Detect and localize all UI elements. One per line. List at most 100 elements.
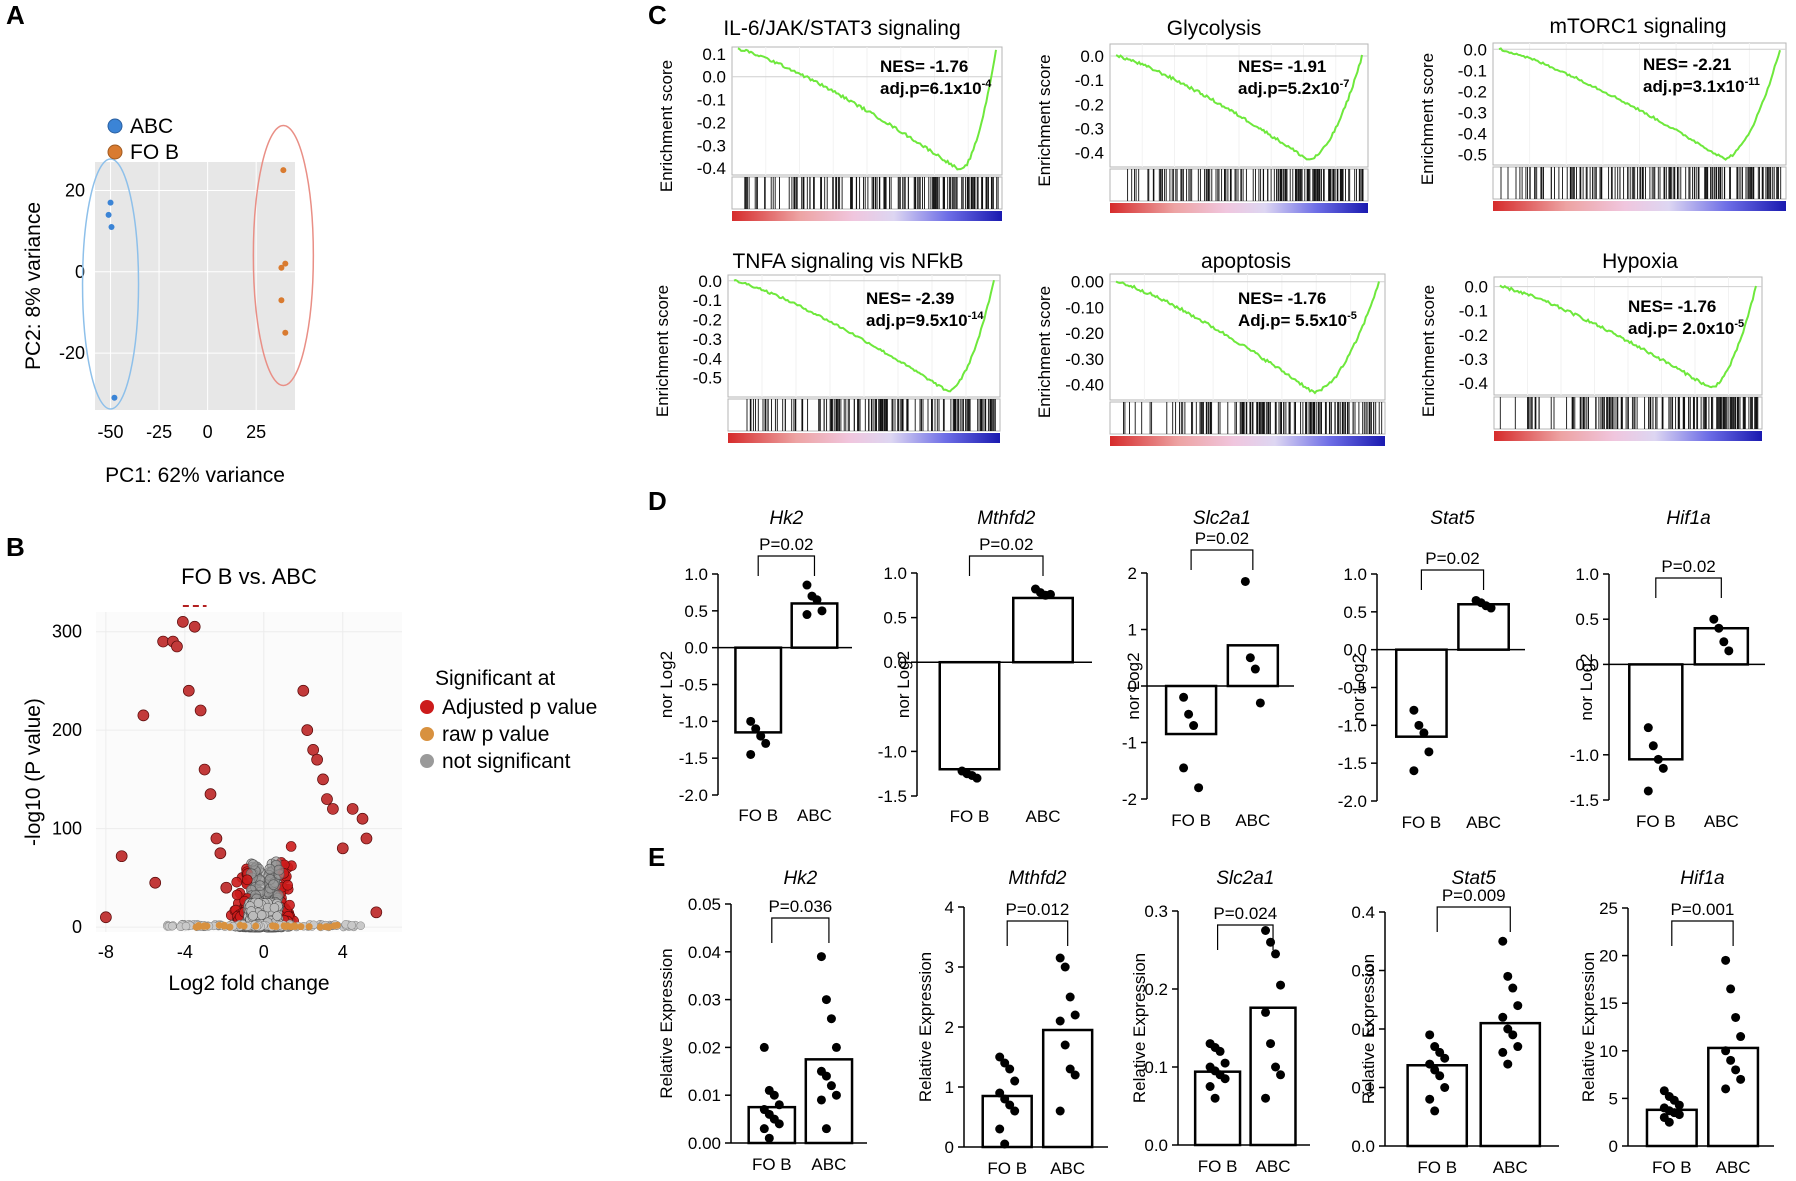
rnaseq-p-value: P=0.02 bbox=[1195, 529, 1249, 548]
qpcr-point-abc bbox=[1503, 1059, 1513, 1069]
rnaseq-y-axis-title: nor Log2 bbox=[894, 651, 913, 718]
gsea-ytick-label: -0.4 bbox=[697, 159, 726, 178]
gsea-ytick-label: -0.2 bbox=[697, 113, 726, 132]
panel-label-d: D bbox=[648, 486, 667, 516]
rnaseq-xtick-label: FO B bbox=[1636, 812, 1676, 831]
gsea-enrichment-curve bbox=[1115, 54, 1363, 161]
rnaseq-ytick-label: 0.5 bbox=[684, 602, 708, 621]
pca-point-fob bbox=[278, 297, 285, 304]
volcano-point-raw bbox=[322, 923, 330, 931]
volcano-point-adjusted bbox=[317, 773, 329, 786]
qpcr-point-abc bbox=[1065, 1064, 1075, 1074]
volcano-point-raw bbox=[252, 922, 260, 930]
rnaseq-point-abc bbox=[1714, 623, 1724, 633]
volcano-xtick-label: -4 bbox=[177, 942, 193, 962]
gsea-y-axis-title: Enrichment score bbox=[1035, 286, 1054, 418]
qpcr-point-abc bbox=[1498, 1012, 1508, 1022]
gsea-ytick-label: -0.2 bbox=[1459, 326, 1488, 345]
volcano-point-raw bbox=[236, 921, 244, 929]
gsea-ytick-label: -0.1 bbox=[693, 291, 722, 310]
rnaseq-point-abc bbox=[1046, 589, 1055, 599]
rnaseq-bar-abc bbox=[1226, 644, 1280, 688]
qpcr-point-fob bbox=[1210, 1093, 1220, 1103]
rnaseq-point-fob bbox=[1414, 720, 1424, 730]
qpcr-point-abc bbox=[1060, 1040, 1070, 1050]
rnaseq-significance-bracket bbox=[1190, 549, 1254, 570]
qpcr-ytick-label: 1 bbox=[945, 1078, 954, 1097]
qpcr-p-value: P=0.009 bbox=[1442, 886, 1506, 905]
qpcr-point-abc bbox=[1721, 1084, 1731, 1094]
rnaseq-point-fob bbox=[1653, 754, 1663, 764]
rnaseq-xtick-label: ABC bbox=[1466, 813, 1501, 832]
pca-x-axis-title: PC1: 62% variance bbox=[105, 464, 285, 487]
gsea-ytick-label: 0.1 bbox=[702, 45, 726, 64]
volcano-legend-marker-raw bbox=[420, 727, 434, 741]
pca-point-abc bbox=[108, 224, 115, 231]
gsea-adjp-label: Adj.p= 5.5x10-5 bbox=[1238, 310, 1357, 330]
qpcr-significance-bracket bbox=[1671, 920, 1734, 946]
qpcr-point-fob bbox=[1215, 1046, 1225, 1056]
volcano-point-adjusted bbox=[100, 911, 112, 924]
qpcr-point-abc bbox=[1721, 955, 1731, 965]
gsea-ytick-label: -0.4 bbox=[1458, 124, 1487, 143]
gsea-adjp-label: adj.p=3.1x10-11 bbox=[1643, 76, 1760, 96]
volcano-point-not-significant bbox=[254, 880, 266, 891]
qpcr-ytick-label: 0.05 bbox=[688, 895, 721, 914]
qpcr-point-fob bbox=[1000, 1058, 1010, 1068]
volcano-point-adjusted bbox=[210, 832, 223, 845]
rnaseq-ytick-label: 1.0 bbox=[1575, 565, 1599, 584]
qpcr-bar-fob bbox=[1406, 1064, 1469, 1148]
volcano-point-adjusted bbox=[284, 899, 295, 911]
rnaseq-xtick-label: ABC bbox=[797, 806, 832, 825]
rnaseq-p-value: P=0.02 bbox=[979, 535, 1033, 554]
qpcr-point-abc bbox=[1266, 937, 1276, 947]
gsea-nes-label: NES= -2.21 bbox=[1643, 55, 1731, 74]
qpcr-point-fob bbox=[1440, 1053, 1450, 1063]
qpcr-point-fob bbox=[1005, 1064, 1015, 1074]
volcano-point-adjusted bbox=[231, 889, 243, 901]
qpcr-xtick-label: ABC bbox=[1716, 1158, 1751, 1177]
qpcr-y-axis-title: Relative Expression bbox=[1359, 954, 1378, 1104]
rnaseq-point-abc bbox=[1724, 646, 1734, 656]
qpcr-xtick-label: ABC bbox=[811, 1155, 846, 1174]
qpcr-point-abc bbox=[1513, 1042, 1523, 1052]
qpcr-point-abc bbox=[1736, 1032, 1746, 1042]
gsea-ytick-label: -0.5 bbox=[1458, 145, 1487, 164]
volcano-y-axis-title: -log10 (P value) bbox=[22, 698, 45, 846]
qpcr-ytick-label: 20 bbox=[1599, 947, 1618, 966]
qpcr-significance-bracket bbox=[771, 917, 830, 943]
qpcr-ytick-label: 2 bbox=[945, 1018, 954, 1037]
qpcr-point-fob bbox=[1010, 1076, 1020, 1086]
gsea-plot-title: TNFA signaling vis NFkB bbox=[732, 250, 963, 273]
gsea-ytick-label: 0.0 bbox=[702, 68, 726, 87]
qpcr-gene-title: Hif1a bbox=[1680, 868, 1724, 889]
qpcr-point-fob bbox=[1205, 1082, 1215, 1091]
qpcr-ytick-label: 0.3 bbox=[1351, 962, 1375, 981]
gsea-ytick-label: 0.0 bbox=[698, 272, 722, 291]
qpcr-point-abc bbox=[1055, 1016, 1065, 1026]
qpcr-bar-abc bbox=[1479, 1021, 1542, 1148]
volcano-point-adjusted bbox=[307, 743, 320, 756]
gsea-ytick-label: -0.3 bbox=[693, 330, 722, 349]
rnaseq-point-abc bbox=[802, 580, 812, 590]
pca-ytick-label: -20 bbox=[59, 343, 85, 363]
qpcr-point-fob bbox=[1010, 1106, 1020, 1116]
rnaseq-point-fob bbox=[1179, 692, 1189, 702]
rnaseq-point-fob bbox=[1643, 723, 1653, 733]
qpcr-point-abc bbox=[1266, 1039, 1276, 1049]
qpcr-bar-abc bbox=[1249, 1006, 1297, 1147]
gsea-nes-label: NES= -1.91 bbox=[1238, 57, 1326, 76]
qpcr-p-value: P=0.036 bbox=[768, 897, 832, 916]
volcano-point-adjusted bbox=[346, 803, 359, 815]
rnaseq-point-abc bbox=[817, 606, 827, 616]
volcano-point-raw bbox=[200, 922, 208, 930]
rnaseq-point-fob bbox=[751, 724, 761, 734]
rnaseq-point-abc bbox=[1486, 603, 1496, 613]
volcano-point-not-significant bbox=[264, 863, 276, 875]
qpcr-ytick-label: 4 bbox=[945, 898, 954, 917]
qpcr-ytick-label: 5 bbox=[1609, 1089, 1618, 1108]
rnaseq-bar-abc bbox=[790, 602, 839, 649]
pca-point-abc bbox=[107, 199, 114, 206]
rnaseq-p-value: P=0.02 bbox=[1661, 557, 1715, 576]
qpcr-point-abc bbox=[826, 1081, 836, 1091]
